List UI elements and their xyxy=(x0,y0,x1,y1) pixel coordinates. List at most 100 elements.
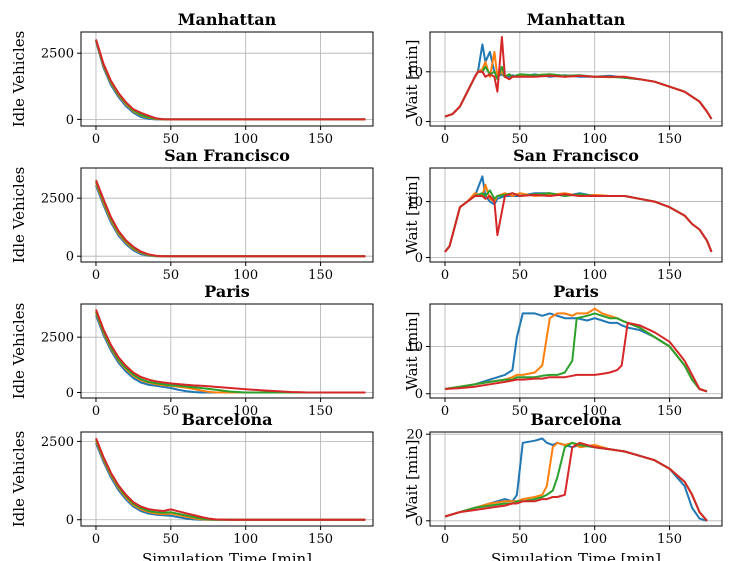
x-tick-label: 0 xyxy=(92,404,100,419)
x-axis-label: Simulation Time [min] xyxy=(491,550,661,561)
y-axis-label: Wait [min] xyxy=(403,439,421,518)
y-axis-label: Wait [min] xyxy=(403,311,421,390)
y-tick-label: 0 xyxy=(66,113,74,128)
x-tick-label: 0 xyxy=(441,404,449,419)
plot-frame xyxy=(429,31,723,127)
x-tick-label: 150 xyxy=(657,404,682,419)
x-tick-label: 100 xyxy=(582,532,607,547)
plot-frame xyxy=(429,167,723,263)
series-line-3 xyxy=(95,181,366,258)
y-tick-label: 0 xyxy=(415,115,423,130)
x-tick-label: 100 xyxy=(233,132,258,147)
x-tick-label: 150 xyxy=(308,532,333,547)
series-line-2 xyxy=(95,40,366,121)
chart-panel-7: Barcelona 0 50 100 150 0 2500 Idle Vehicles Simu… xyxy=(10,410,374,561)
series-line-4 xyxy=(95,39,366,121)
x-tick-label: 150 xyxy=(308,132,333,147)
series-line-4 xyxy=(95,437,366,521)
x-tick-label: 100 xyxy=(582,404,607,419)
x-tick-label: 100 xyxy=(233,404,258,419)
x-tick-label: 150 xyxy=(657,132,682,147)
series-line-3 xyxy=(444,312,708,393)
chart-panel-1: Manhattan 0 50 100 150 0 2500 Idle Vehicles xyxy=(10,10,374,147)
y-tick-label: 0 xyxy=(415,251,423,266)
y-tick-label: 0 xyxy=(415,387,423,402)
x-tick-label: 0 xyxy=(441,532,449,547)
series-group xyxy=(444,175,713,253)
x-tick-label: 50 xyxy=(512,268,529,283)
x-tick-label: 150 xyxy=(657,268,682,283)
series-line-4 xyxy=(444,192,713,253)
x-tick-label: 150 xyxy=(308,268,333,283)
y-tick-label: 20 xyxy=(406,428,423,443)
panel-title: San Francisco xyxy=(164,146,290,165)
plot-frame xyxy=(429,431,723,527)
panel-title: Paris xyxy=(204,282,249,301)
panel-title: Barcelona xyxy=(531,410,622,429)
x-tick-label: 50 xyxy=(512,404,529,419)
series-line-4 xyxy=(95,179,366,258)
y-tick-label: 0 xyxy=(66,250,74,265)
series-group xyxy=(444,307,708,393)
y-tick-label: 10 xyxy=(406,195,423,210)
x-tick-label: 100 xyxy=(582,132,607,147)
series-line-1 xyxy=(95,314,366,394)
x-tick-label: 50 xyxy=(163,268,180,283)
y-axis-label: Idle Vehicles xyxy=(10,167,28,264)
plot-frame xyxy=(80,303,374,399)
x-tick-label: 50 xyxy=(163,404,180,419)
panel-title: Manhattan xyxy=(527,10,626,29)
x-tick-label: 50 xyxy=(163,532,180,547)
x-tick-label: 50 xyxy=(512,532,529,547)
panel-title: Paris xyxy=(553,282,598,301)
series-line-1 xyxy=(95,442,366,521)
y-tick-label: 0 xyxy=(66,513,74,528)
x-axis-label: Simulation Time [min] xyxy=(142,550,312,561)
series-line-1 xyxy=(444,43,713,120)
plot-frame xyxy=(429,303,723,399)
chart-panel-3: San Francisco 0 50 100 150 0 2500 Idle Vehicles xyxy=(10,146,374,283)
panel-title: Barcelona xyxy=(182,410,273,429)
x-tick-label: 0 xyxy=(92,532,100,547)
series-line-2 xyxy=(444,50,713,120)
panel-title: San Francisco xyxy=(513,146,639,165)
series-line-1 xyxy=(95,185,366,258)
x-tick-label: 0 xyxy=(441,268,449,283)
x-tick-label: 150 xyxy=(657,532,682,547)
x-tick-label: 50 xyxy=(163,132,180,147)
series-line-2 xyxy=(95,440,366,521)
series-group xyxy=(95,437,366,521)
x-tick-label: 100 xyxy=(233,532,258,547)
y-tick-label: 2500 xyxy=(41,331,74,346)
x-tick-label: 0 xyxy=(441,132,449,147)
series-group xyxy=(95,179,366,258)
chart-panel-5: Paris 0 50 100 150 0 2500 Idle Vehicles xyxy=(10,282,374,419)
series-group xyxy=(444,36,713,120)
y-tick-label: 0 xyxy=(66,386,74,401)
x-tick-label: 100 xyxy=(582,268,607,283)
y-tick-label: 2500 xyxy=(41,192,74,207)
x-tick-label: 0 xyxy=(92,132,100,147)
y-axis-label: Wait [min] xyxy=(403,39,421,118)
y-axis-label: Idle Vehicles xyxy=(10,431,28,528)
y-tick-label: 2500 xyxy=(41,47,74,62)
y-axis-label: Idle Vehicles xyxy=(10,31,28,128)
series-group xyxy=(444,437,708,522)
y-tick-label: 2500 xyxy=(41,435,74,450)
series-line-4 xyxy=(444,36,713,120)
y-axis-label: Idle Vehicles xyxy=(10,303,28,400)
series-line-3 xyxy=(95,39,366,121)
series-group xyxy=(95,309,366,394)
y-tick-label: 10 xyxy=(406,340,423,355)
x-tick-label: 150 xyxy=(308,404,333,419)
y-tick-label: 10 xyxy=(406,65,423,80)
series-line-4 xyxy=(95,309,366,394)
series-line-3 xyxy=(95,311,366,394)
y-axis-label: Wait [min] xyxy=(403,175,421,254)
series-group xyxy=(95,39,366,121)
